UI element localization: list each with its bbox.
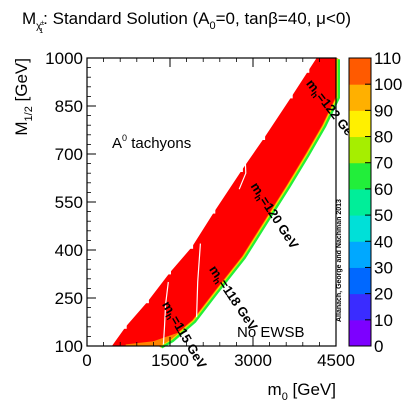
colorbar-segment <box>349 267 371 295</box>
z-tick-label: 80 <box>374 128 393 147</box>
y-tick-label: 550 <box>55 193 83 212</box>
region-edge-band <box>161 59 340 349</box>
z-tick-label: 90 <box>374 101 393 120</box>
region-edge-speck <box>305 68 310 73</box>
chart-title: Mχ± 1: Standard Solution (A0=0, tanβ=40, … <box>22 9 351 35</box>
allowed-region <box>111 58 340 349</box>
credit-text: Allanach, George and Nachman 2013 <box>336 199 343 322</box>
region-edge-speck <box>261 136 266 140</box>
x-tick-label: 0 <box>82 351 91 370</box>
colorbar-segment <box>349 110 371 138</box>
y-tick-label: 850 <box>55 97 83 116</box>
color-scale-bar <box>348 57 372 347</box>
z-tick-label: 100 <box>374 75 402 94</box>
region-low-band <box>125 320 193 346</box>
contour-line <box>162 281 169 345</box>
x-tick-label: 1500 <box>151 351 189 370</box>
svg-text:M1/2 [GeV]: M1/2 [GeV] <box>12 58 35 136</box>
no-ewsb-annotation: No EWSB <box>237 324 305 341</box>
colorbar-frame <box>348 57 372 347</box>
z-tick-label: 0 <box>374 337 383 356</box>
colorbar-segment <box>349 215 371 242</box>
z-tick-label: 10 <box>374 311 393 330</box>
allowed-region-fill <box>111 58 337 346</box>
contour-line <box>238 144 247 190</box>
z-tick-label: 20 <box>374 285 393 304</box>
y-tick-label: 100 <box>55 337 83 356</box>
z-tick-label: 110 <box>374 49 401 68</box>
svg-text:A0 tachyons: A0 tachyons <box>112 133 191 152</box>
region-edge-speck <box>238 168 243 172</box>
z-tick-label: 30 <box>374 258 393 277</box>
y-axis-title: M1/2 [GeV] <box>12 58 35 136</box>
tachyon-annotation: A0 tachyons <box>112 133 191 152</box>
colorbar-segment <box>349 319 371 347</box>
z-tick-label: 70 <box>374 154 393 173</box>
colorbar-segment <box>349 136 371 164</box>
x-tick-label: 4500 <box>317 351 355 370</box>
colorbar-segment <box>349 84 371 111</box>
colorbar-segment <box>349 241 371 268</box>
region-edge-speck <box>144 299 149 304</box>
y-tick-label: 400 <box>55 241 83 260</box>
z-tick-label: 50 <box>374 206 393 225</box>
region-edge-speck <box>288 94 293 99</box>
svg-text:m0 [GeV]: m0 [GeV] <box>268 380 336 402</box>
region-edge-speck <box>211 209 216 214</box>
colorbar-segment <box>349 58 371 85</box>
colorbar-segment <box>349 162 371 190</box>
region-edge-speck <box>122 324 127 329</box>
y-axis-ticks: 100 250 400 550 700 850 1000 <box>45 49 96 356</box>
x-tick-label: 3000 <box>234 351 272 370</box>
z-tick-label: 60 <box>374 180 393 199</box>
svg-text:Mχ±1: Standard Solution (A0=0,: Mχ± 1: Standard Solution (A0=0, tanβ=40, … <box>22 9 351 35</box>
y-tick-label: 250 <box>55 289 83 308</box>
color-scale-ticks: 0 10 20 30 40 50 60 70 80 90 100 110 <box>365 49 402 356</box>
colorbar-segment <box>349 293 371 321</box>
region-edge-speck <box>167 270 171 275</box>
region-edge-speck <box>189 244 194 249</box>
contour-line <box>196 243 201 318</box>
x-axis-ticks: 0 1500 3000 4500 <box>82 58 355 370</box>
contour-line <box>280 62 296 97</box>
z-tick-label: 40 <box>374 232 393 251</box>
y-tick-label: 700 <box>55 145 83 164</box>
y-tick-label: 1000 <box>45 49 83 68</box>
colorbar-segment <box>349 188 371 216</box>
x-axis-title: m0 [GeV] <box>268 380 336 402</box>
